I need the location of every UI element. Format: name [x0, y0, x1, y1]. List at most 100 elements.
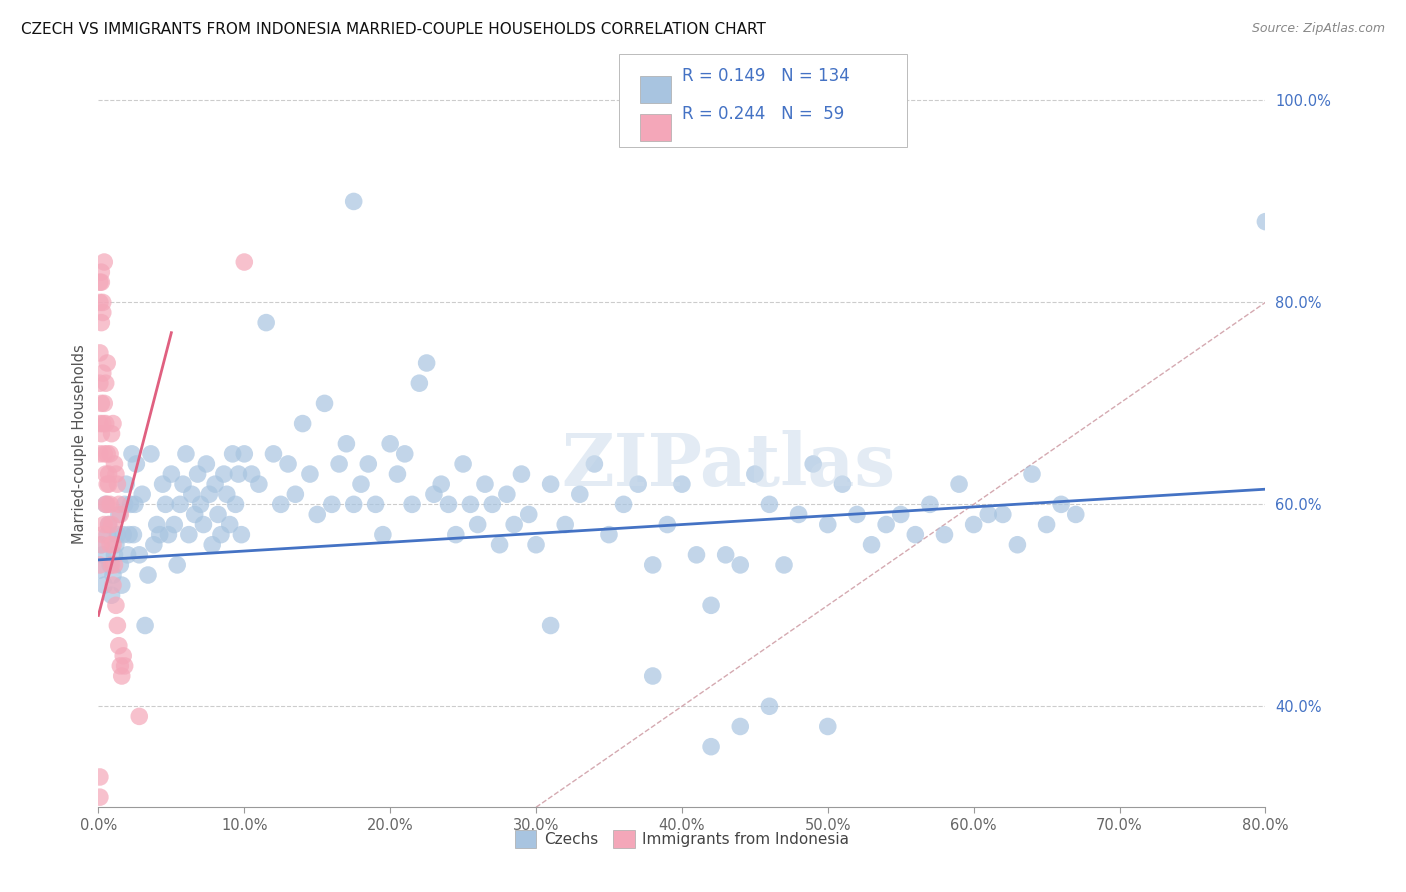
Point [101, 578, 124, 592]
Point [451, 457, 474, 471]
Point [401, 497, 423, 511]
Point [90, 396, 112, 410]
Point [540, 618, 562, 632]
Point [90, 316, 112, 330]
Point [198, 487, 221, 501]
Point [90, 426, 112, 441]
Point [139, 447, 162, 461]
Point [110, 659, 132, 673]
Point [96, 356, 118, 370]
Point [124, 497, 146, 511]
Point [437, 497, 460, 511]
Point [444, 527, 467, 541]
Point [744, 467, 766, 481]
Legend: Czechs, Immigrants from Indonesia: Czechs, Immigrants from Indonesia [509, 824, 855, 855]
Point [108, 508, 131, 522]
Point [700, 739, 723, 754]
Point [98, 538, 121, 552]
Point [105, 618, 128, 632]
Text: R = 0.244   N =  59: R = 0.244 N = 59 [682, 105, 844, 123]
Point [117, 548, 139, 562]
Point [91, 366, 114, 380]
Point [510, 467, 533, 481]
Point [474, 477, 496, 491]
Point [1007, 538, 1029, 552]
Point [207, 508, 229, 522]
Point [183, 508, 205, 522]
Point [169, 497, 191, 511]
Point [1035, 517, 1057, 532]
Point [380, 436, 402, 450]
Point [193, 517, 215, 532]
Point [89, 346, 111, 360]
Point [817, 517, 839, 532]
Point [540, 477, 562, 491]
Point [700, 599, 723, 613]
Point [89, 447, 111, 461]
Point [90, 538, 112, 552]
Point [177, 527, 200, 541]
Point [671, 477, 693, 491]
Point [128, 548, 150, 562]
Point [155, 497, 177, 511]
Point [962, 517, 984, 532]
Point [314, 396, 336, 410]
Point [98, 558, 121, 572]
Point [166, 558, 188, 572]
Point [307, 508, 329, 522]
Point [89, 275, 111, 289]
Point [105, 477, 128, 491]
Point [108, 497, 131, 511]
Point [157, 527, 180, 541]
Point [284, 487, 307, 501]
Point [131, 487, 153, 501]
Point [503, 517, 526, 532]
Point [94, 376, 117, 391]
Point [1050, 497, 1073, 511]
Point [90, 265, 112, 279]
Point [120, 497, 142, 511]
Point [96, 497, 118, 511]
Point [89, 563, 111, 577]
Point [180, 487, 202, 501]
Point [641, 669, 664, 683]
Point [101, 538, 124, 552]
Point [110, 558, 132, 572]
Point [121, 447, 143, 461]
Point [103, 457, 125, 471]
Point [1064, 508, 1087, 522]
Point [262, 447, 284, 461]
Text: ZIPatlas: ZIPatlas [561, 430, 896, 501]
Point [846, 508, 869, 522]
Point [96, 527, 118, 541]
Point [187, 467, 209, 481]
Point [104, 467, 127, 481]
Point [89, 770, 111, 784]
Point [817, 719, 839, 733]
Point [146, 517, 169, 532]
Point [91, 305, 114, 319]
Point [291, 417, 314, 431]
Point [714, 548, 737, 562]
Point [105, 527, 128, 541]
Text: CZECH VS IMMIGRANTS FROM INDONESIA MARRIED-COUPLE HOUSEHOLDS CORRELATION CHART: CZECH VS IMMIGRANTS FROM INDONESIA MARRI… [21, 22, 766, 37]
Point [233, 447, 256, 461]
Point [730, 719, 752, 733]
Point [231, 527, 253, 541]
Point [96, 447, 118, 461]
Point [172, 477, 194, 491]
Point [98, 497, 121, 511]
Point [93, 396, 115, 410]
Point [583, 457, 606, 471]
Point [100, 517, 122, 532]
Point [890, 508, 912, 522]
Point [97, 477, 120, 491]
Point [321, 497, 343, 511]
Point [114, 659, 136, 673]
Point [209, 527, 232, 541]
Point [612, 497, 634, 511]
Point [114, 497, 136, 511]
Point [90, 538, 112, 552]
Point [934, 527, 956, 541]
Point [100, 426, 122, 441]
